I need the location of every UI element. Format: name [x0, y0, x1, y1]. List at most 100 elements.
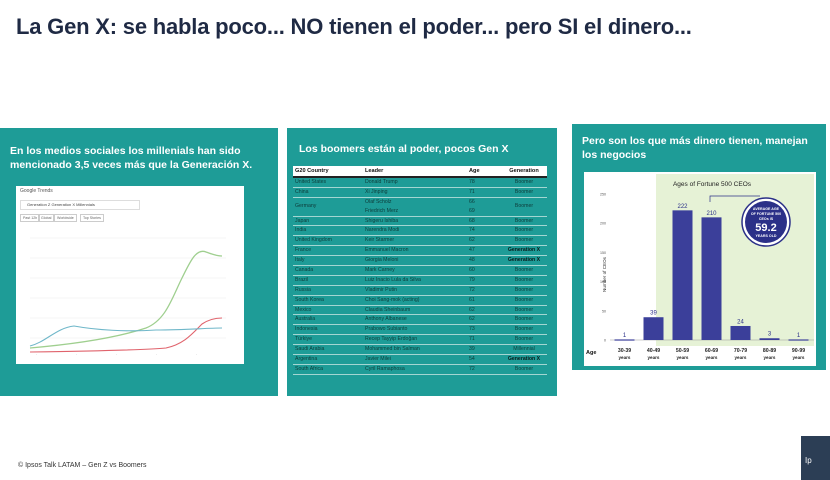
y-axis-label: Number of CEOs: [602, 256, 607, 292]
table-cell-country: Germany: [295, 202, 317, 209]
y-tick-label: 50: [602, 309, 606, 313]
table-cell-age: 73: [469, 326, 475, 333]
table-cell-leader: Vladimir Putin: [365, 286, 398, 293]
table-cell-country: Argentina: [295, 356, 318, 363]
table-row: Türkiye Recep Tayyip Erdoğan 71 Boomer: [293, 335, 547, 346]
trends-chip-region: Global: [38, 214, 55, 222]
bar-30-39-years: [614, 339, 635, 341]
table-cell-country: Russia: [295, 286, 311, 293]
table-cell-age: 66 69: [469, 198, 475, 214]
y-tick-label: 250: [600, 193, 606, 197]
table-row: Mexico Claudia Sheinbaum 62 Boomer: [293, 306, 547, 316]
table-cell-country: Japan: [295, 217, 310, 224]
table-row: India Narendra Modi 74 Boomer: [293, 226, 547, 237]
table-row: Japan Shigeru Ishiba 68 Boomer: [293, 217, 547, 227]
social-media-heading: En los medios sociales los millenials ha…: [10, 145, 253, 171]
y-tick-label: 150: [600, 251, 606, 255]
bar-40-49-years: [643, 317, 664, 340]
table-cell-generation: Boomer: [514, 227, 534, 234]
table-cell-generation: Generation X: [507, 356, 541, 363]
table-cell-generation: Boomer: [514, 286, 534, 293]
chart-title: Ages of Fortune 500 CEOs: [673, 181, 752, 188]
table-header: G20 Country Leader Age Generation: [293, 166, 547, 178]
table-cell-generation: Boomer: [514, 237, 534, 244]
bar-value-label: 210: [706, 211, 717, 217]
x-tick-label: 30-39: [618, 348, 631, 354]
column-header-generation: Generation: [509, 168, 539, 174]
table-cell-generation: Boomer: [514, 267, 534, 274]
svg-text:·: ·: [116, 353, 117, 357]
svg-text:·: ·: [196, 353, 197, 357]
table-row: United Kingdom Keir Starmer 62 Boomer: [293, 236, 547, 247]
table-cell-age: 71: [469, 188, 475, 195]
table-cell-generation: Boomer: [514, 217, 534, 224]
table-cell-generation: Boomer: [514, 276, 534, 283]
table-cell-country: Canada: [295, 267, 314, 274]
table-cell-generation: Boomer: [514, 365, 534, 372]
table-row: Italy Giorgia Meloni 48 Generation X: [293, 256, 547, 267]
y-tick-label: 200: [600, 222, 606, 226]
table-cell-age: 62: [469, 306, 475, 313]
table-cell-generation: Boomer: [514, 296, 534, 303]
table-cell-generation: Boomer: [514, 336, 534, 343]
bar-value-label: 1: [797, 333, 801, 339]
x-tick-label-unit: years: [792, 355, 804, 360]
table-cell-age: 72: [469, 365, 475, 372]
genz-series-line: [29, 325, 223, 347]
x-tick-label-unit: years: [618, 355, 630, 360]
table-row: United States Donald Trump 78 Boomer: [293, 178, 547, 188]
ceo-age-bar-chart: Ages of Fortune 500 CEOs Number of CEOs …: [586, 174, 814, 360]
table-cell-leader: Donald Trump: [365, 179, 398, 185]
ceo-age-chart: Ages of Fortune 500 CEOs Number of CEOs …: [584, 172, 816, 366]
bar-value-label: 39: [650, 311, 657, 317]
table-cell-leader: Luiz Inacio Lula da Silva: [365, 276, 421, 283]
table-row: France Emmanuel Macron 47 Generation X: [293, 246, 547, 257]
table-cell-age: 47: [469, 247, 475, 254]
table-cell-age: 48: [469, 257, 475, 264]
presenter-logo-icon: Ip: [805, 456, 812, 465]
bar-50-59-years: [672, 210, 693, 340]
table-row: Russia Vladimir Putin 72 Boomer: [293, 286, 547, 296]
badge-value: 59.2: [755, 222, 776, 234]
average-age-badge-fill: [745, 201, 787, 243]
badge-text-1: AVERAGE AGE: [753, 207, 780, 211]
table-cell-country: Saudi Arabia: [295, 346, 325, 353]
table-cell-age: 62: [469, 316, 475, 323]
x-tick-label: 60-69: [705, 348, 718, 354]
table-cell-age: 54: [469, 356, 475, 363]
column-header-country: G20 Country: [295, 168, 329, 174]
table-cell-leader: Mark Carney: [365, 267, 395, 274]
table-cell-country: Brazil: [295, 276, 308, 283]
table-cell-generation: Boomer: [514, 202, 534, 209]
table-cell-country: South Korea: [295, 296, 324, 303]
bar-value-label: 1: [623, 333, 627, 339]
table-row: China Xi Jinping 71 Boomer: [293, 188, 547, 198]
table-cell-country: France: [295, 247, 312, 254]
table-row: Brazil Luiz Inacio Lula da Silva 79 Boomer: [293, 276, 547, 286]
millennials-series-line: [29, 250, 223, 349]
bar-value-label: 222: [677, 204, 688, 210]
y-tick-label: 0: [604, 339, 606, 343]
column-header-age: Age: [469, 168, 480, 174]
table-cell-country: United Kingdom: [295, 237, 332, 244]
y-tick-label: 100: [600, 280, 606, 284]
x-tick-label: 50-59: [676, 348, 689, 354]
slide-title: La Gen X: se habla poco... NO tienen el …: [16, 14, 692, 39]
table-cell-country: Australia: [295, 316, 316, 323]
table-cell-age: 79: [469, 276, 475, 283]
bar-value-label: 3: [768, 332, 772, 338]
table-cell-leader: Xi Jinping: [365, 188, 388, 195]
x-tick-label: 40-49: [647, 348, 660, 354]
table-cell-country: Italy: [295, 257, 305, 264]
badge-connector: [709, 195, 760, 202]
table-cell-country: United States: [295, 179, 327, 185]
table-cell-leader: Keir Starmer: [365, 237, 395, 244]
column-header-leader: Leader: [365, 168, 384, 174]
table-cell-leader: Cyril Ramaphosa: [365, 365, 405, 372]
table-cell-leader: Emmanuel Macron: [365, 247, 409, 254]
trends-chip-scope: Worldwide: [54, 214, 77, 222]
x-tick-label-unit: years: [647, 355, 659, 360]
table-cell-leader: Narendra Modi: [365, 227, 400, 234]
badge-text-2: OF FORTUNE 500: [751, 212, 781, 216]
slide-footer: © Ipsos Talk LATAM – Gen Z vs Boomers: [18, 462, 147, 469]
